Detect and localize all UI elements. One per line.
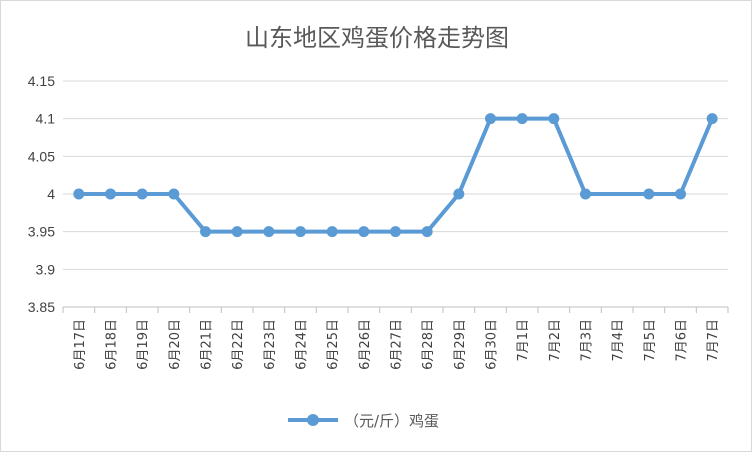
data-point	[73, 188, 85, 200]
data-point	[231, 226, 243, 238]
y-tick-label: 4.05	[28, 148, 55, 164]
y-axis-ticks: 3.85 3.9 3.95 4 4.05 4.1 4.15	[28, 73, 55, 315]
x-tick-label: 6月21日	[200, 319, 215, 370]
x-tick-label: 6月18日	[105, 319, 120, 370]
y-tick-label: 4	[47, 186, 55, 202]
x-tick-label: 7月7日	[706, 319, 721, 362]
y-tick-label: 4.15	[28, 73, 55, 89]
x-axis-ticks: 6月17日 6月18日 6月19日 6月20日 6月21日 6月22日 6月23日 6月24日…	[62, 307, 729, 370]
data-point	[453, 188, 465, 200]
x-tick-label: 7月1日	[516, 319, 531, 362]
x-tick-label: 7月2日	[548, 319, 563, 362]
data-point	[136, 188, 148, 200]
data-point	[485, 113, 496, 125]
legend: （元/斤）鸡蛋	[288, 412, 439, 430]
y-tick-label: 3.85	[28, 299, 55, 315]
x-tick-label: 7月3日	[580, 319, 595, 362]
data-point	[200, 226, 211, 238]
data-point	[675, 188, 686, 200]
x-tick-label: 6月22日	[231, 319, 246, 370]
data-point	[421, 226, 433, 238]
series-line	[78, 116, 715, 234]
legend-marker-icon	[307, 414, 319, 426]
x-tick-label: 7月4日	[611, 319, 626, 362]
data-point	[706, 113, 718, 125]
data-point	[643, 188, 655, 200]
data-point	[548, 113, 560, 125]
x-tick-label: 6月29日	[453, 319, 468, 370]
data-point	[263, 226, 275, 238]
data-point	[105, 188, 116, 200]
data-point	[516, 113, 528, 125]
x-tick-label: 6月24日	[295, 319, 310, 370]
data-point	[580, 188, 591, 200]
x-tick-label: 6月28日	[421, 319, 436, 370]
data-point	[326, 226, 338, 238]
x-tick-label: 6月20日	[168, 319, 183, 370]
y-tick-label: 4.1	[36, 111, 56, 127]
x-tick-label: 7月5日	[643, 319, 658, 362]
series-layer	[73, 113, 718, 238]
x-tick-label: 6月26日	[358, 319, 373, 370]
chart-title: 山东地区鸡蛋价格走势图	[245, 24, 509, 52]
data-point	[358, 226, 370, 238]
data-point	[390, 226, 401, 238]
x-tick-label: 6月19日	[136, 319, 151, 370]
x-tick-label: 7月6日	[675, 319, 690, 362]
y-tick-label: 3.95	[28, 224, 55, 240]
x-tick-label: 6月30日	[485, 319, 500, 370]
x-tick-label: 6月17日	[73, 319, 88, 370]
x-tick-label: 6月23日	[263, 319, 278, 370]
legend-label: （元/斤）鸡蛋	[344, 412, 439, 430]
x-tick-label: 6月27日	[390, 319, 405, 370]
data-point	[295, 226, 306, 238]
x-tick-label: 6月25日	[326, 319, 341, 370]
y-tick-label: 3.9	[36, 261, 56, 277]
data-point	[168, 188, 180, 200]
